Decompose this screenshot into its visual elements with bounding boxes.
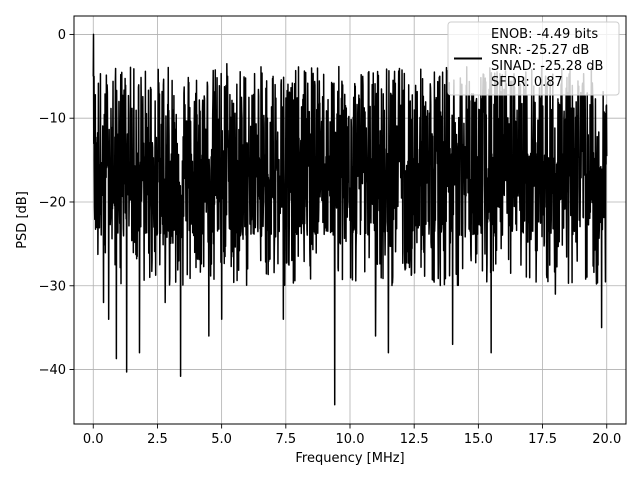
psd-line <box>92 33 608 406</box>
y-axis-label: PSD [dB] <box>15 191 30 249</box>
y-axis-ticks: 0 −10 −20 −30 −40 <box>39 28 74 378</box>
x-tick-label: 10.0 <box>336 432 365 447</box>
legend-snr: SNR: -25.27 dB <box>491 43 589 58</box>
legend-enob: ENOB: -4.49 bits <box>491 27 598 42</box>
x-tick-label: 2.5 <box>147 432 168 447</box>
legend-sfdr: SFDR: 0.87 <box>491 75 563 90</box>
y-tick-label: 0 <box>58 28 66 43</box>
y-tick-label: −20 <box>39 195 66 210</box>
legend-sinad: SINAD: -25.28 dB <box>491 59 603 74</box>
x-axis-ticks: 0.0 2.5 5.0 7.5 10.0 12.5 15.0 17.5 20.0 <box>83 424 621 447</box>
legend-box <box>447 21 620 96</box>
x-tick-label: 0.0 <box>83 432 104 447</box>
y-tick-label: −30 <box>39 279 66 294</box>
y-tick-label: −40 <box>39 363 66 378</box>
x-axis-label: Frequency [MHz] <box>295 451 404 466</box>
x-tick-label: 12.5 <box>400 432 429 447</box>
x-tick-label: 7.5 <box>275 432 296 447</box>
y-tick-label: −10 <box>39 112 66 127</box>
x-tick-label: 20.0 <box>592 432 621 447</box>
x-tick-label: 15.0 <box>464 432 493 447</box>
x-tick-label: 5.0 <box>211 432 232 447</box>
legend: ENOB: -4.49 bits SNR: -25.27 dB SINAD: -… <box>447 21 620 96</box>
psd-series <box>92 33 608 406</box>
x-tick-label: 17.5 <box>528 432 557 447</box>
